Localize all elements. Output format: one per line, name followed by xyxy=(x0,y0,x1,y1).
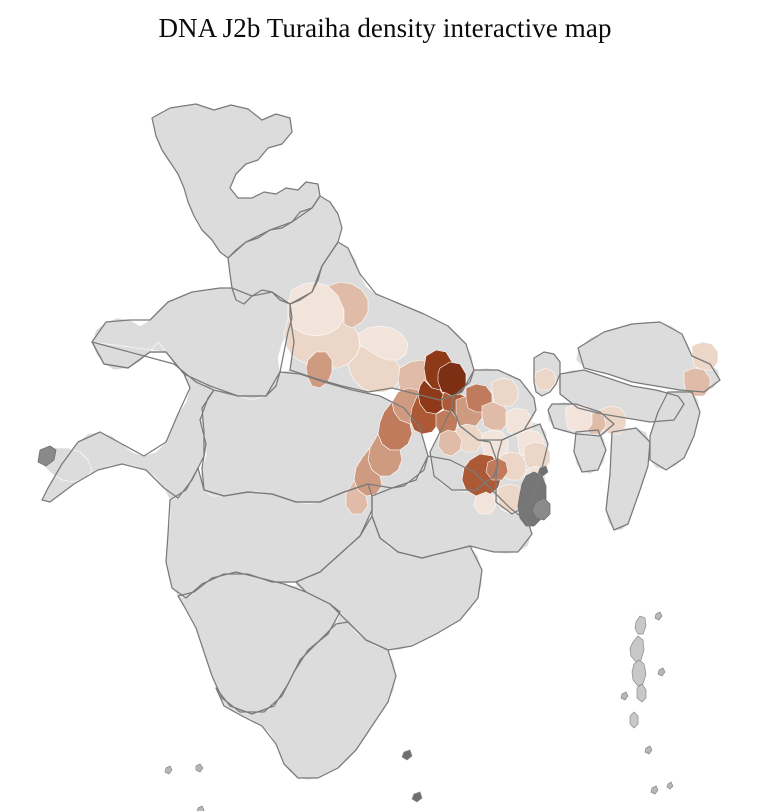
island[interactable] xyxy=(634,615,647,635)
coast-accent xyxy=(401,749,413,761)
island[interactable] xyxy=(654,611,663,621)
island[interactable] xyxy=(657,667,666,677)
island[interactable] xyxy=(196,805,205,811)
district[interactable] xyxy=(437,361,467,397)
island[interactable] xyxy=(620,691,629,701)
coast-accent xyxy=(537,465,549,477)
island[interactable] xyxy=(164,765,173,775)
coast-accent xyxy=(411,791,423,803)
page-title: DNA J2b Turaiha density interactive map xyxy=(158,13,612,43)
island[interactable] xyxy=(195,763,204,773)
island[interactable] xyxy=(666,781,674,790)
district[interactable] xyxy=(691,341,719,371)
island[interactable] xyxy=(629,711,639,729)
india-district-choropleth-svg[interactable] xyxy=(0,52,770,811)
island[interactable] xyxy=(644,745,653,755)
district[interactable] xyxy=(533,367,557,391)
district[interactable] xyxy=(485,457,509,481)
district[interactable] xyxy=(473,491,497,515)
map-canvas[interactable] xyxy=(0,52,770,811)
island[interactable] xyxy=(636,683,647,703)
coastal-accent-group xyxy=(401,465,549,803)
island[interactable] xyxy=(629,635,645,663)
island[interactable] xyxy=(631,659,647,687)
district[interactable] xyxy=(605,427,651,531)
island[interactable] xyxy=(650,785,659,795)
andaman-nicobar-islands-group[interactable] xyxy=(164,611,674,811)
